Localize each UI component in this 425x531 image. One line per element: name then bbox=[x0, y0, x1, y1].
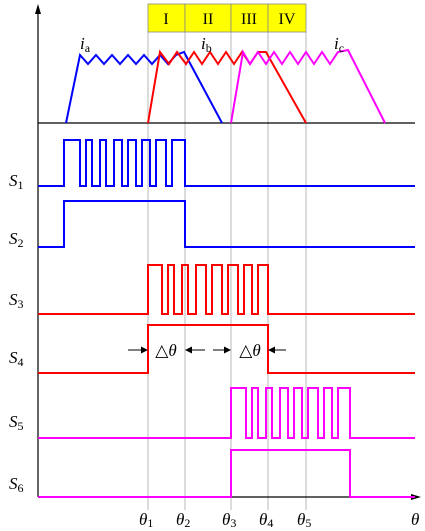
ib-label: ib bbox=[201, 34, 212, 55]
s4-label: S4 bbox=[9, 348, 24, 369]
current-waveforms: ia ib ic bbox=[65, 34, 386, 124]
theta5-label: θ5 bbox=[297, 510, 311, 530]
theta3-label: θ3 bbox=[222, 510, 236, 530]
phase-label-3: III bbox=[241, 11, 257, 28]
current-ia-trace bbox=[65, 50, 223, 124]
theta4-label: θ4 bbox=[259, 510, 273, 530]
s3-trace bbox=[38, 264, 415, 315]
current-ic-trace bbox=[230, 48, 386, 124]
s4-trace bbox=[38, 324, 415, 374]
s2-label: S2 bbox=[9, 229, 24, 250]
switch-labels: S1 S2 S3 S4 S5 S6 bbox=[9, 171, 24, 495]
s2-trace bbox=[38, 200, 415, 248]
phase-box-4 bbox=[267, 3, 307, 33]
y-axis-arrow bbox=[35, 4, 41, 14]
phase-label-1: I bbox=[163, 11, 168, 28]
s6-trace bbox=[38, 449, 415, 498]
phase-label-2: II bbox=[203, 11, 214, 28]
theta1-label: θ1 bbox=[139, 510, 153, 530]
phase-box-1 bbox=[147, 3, 186, 33]
s6-label: S6 bbox=[9, 474, 24, 495]
phase-box-2 bbox=[184, 3, 232, 33]
s5-label: S5 bbox=[9, 412, 24, 433]
s1-trace bbox=[38, 139, 415, 187]
delta1-right-arrowhead bbox=[185, 346, 192, 354]
s5-trace bbox=[38, 387, 415, 439]
delta2-right-arrowhead bbox=[268, 346, 275, 354]
delta1-label: △θ bbox=[155, 341, 176, 360]
phase-label-4: IV bbox=[279, 11, 296, 28]
theta2-label: θ2 bbox=[176, 510, 190, 530]
delta2-left-arrowhead bbox=[224, 346, 231, 354]
delta1-left-arrowhead bbox=[141, 346, 148, 354]
x-axis-arrow bbox=[411, 494, 421, 500]
s1-label: S1 bbox=[9, 171, 24, 192]
delta-annotations: △θ △θ bbox=[128, 341, 286, 360]
delta2-label: △θ bbox=[239, 341, 260, 360]
x-axis-label: θ bbox=[411, 510, 419, 529]
s3-label: S3 bbox=[9, 290, 24, 311]
switch-signals bbox=[38, 139, 415, 498]
theta-labels: θ1 θ2 θ3 θ4 θ5 θ bbox=[139, 510, 419, 530]
phase-box-3 bbox=[230, 3, 269, 33]
phase-header: I II III IV bbox=[147, 3, 307, 33]
ic-label: ic bbox=[334, 34, 344, 55]
ia-label: ia bbox=[80, 34, 91, 55]
